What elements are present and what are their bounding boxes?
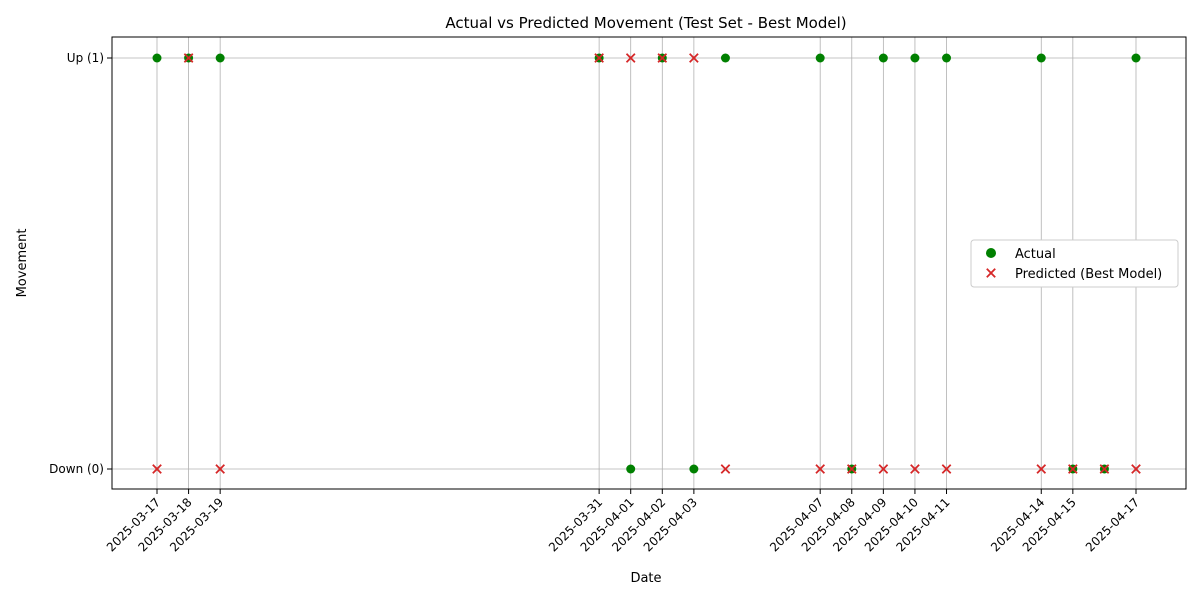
legend-predicted-label: Predicted (Best Model)	[1015, 267, 1162, 282]
predicted-point	[720, 464, 731, 474]
predicted-point	[215, 464, 225, 474]
predicted-point	[594, 53, 604, 63]
actual-point	[626, 464, 636, 474]
legend-box	[970, 239, 1179, 288]
predicted-point	[657, 53, 668, 63]
predicted-point	[815, 464, 826, 474]
predicted-point	[1036, 464, 1047, 474]
predicted-point	[1131, 464, 1141, 474]
legend-predicted-marker	[986, 268, 996, 278]
predicted-point	[625, 53, 636, 63]
legend: Actual Predicted (Best Model)	[970, 239, 1179, 288]
data-marks	[152, 53, 1141, 474]
actual-point	[215, 53, 225, 63]
y-axis-label: Movement	[15, 229, 30, 298]
y-tick-label: Down (0)	[49, 462, 104, 476]
actual-point	[942, 53, 952, 63]
y-tick-label: Up (1)	[67, 51, 104, 65]
actual-point	[878, 53, 888, 63]
actual-point	[1131, 53, 1141, 63]
x-axis-label: Date	[630, 571, 661, 586]
predicted-point	[689, 53, 699, 63]
legend-actual-label: Actual	[1015, 247, 1056, 262]
actual-point	[152, 53, 162, 63]
actual-point	[689, 464, 699, 474]
predicted-point	[878, 464, 889, 474]
predicted-point	[152, 464, 162, 474]
legend-x-glyph	[986, 268, 996, 278]
predicted-point	[941, 464, 952, 474]
actual-point	[910, 53, 920, 63]
plot-frame	[111, 36, 1187, 490]
chart-title: Actual vs Predicted Movement (Test Set -…	[445, 14, 846, 32]
legend-actual-marker	[986, 248, 996, 258]
predicted-point	[1068, 464, 1078, 474]
actual-point	[1036, 53, 1046, 63]
predicted-point	[1099, 464, 1110, 474]
actual-point	[815, 53, 825, 63]
predicted-point	[846, 464, 857, 474]
actual-point	[720, 53, 730, 63]
predicted-point	[910, 464, 920, 474]
predicted-point	[183, 53, 194, 63]
